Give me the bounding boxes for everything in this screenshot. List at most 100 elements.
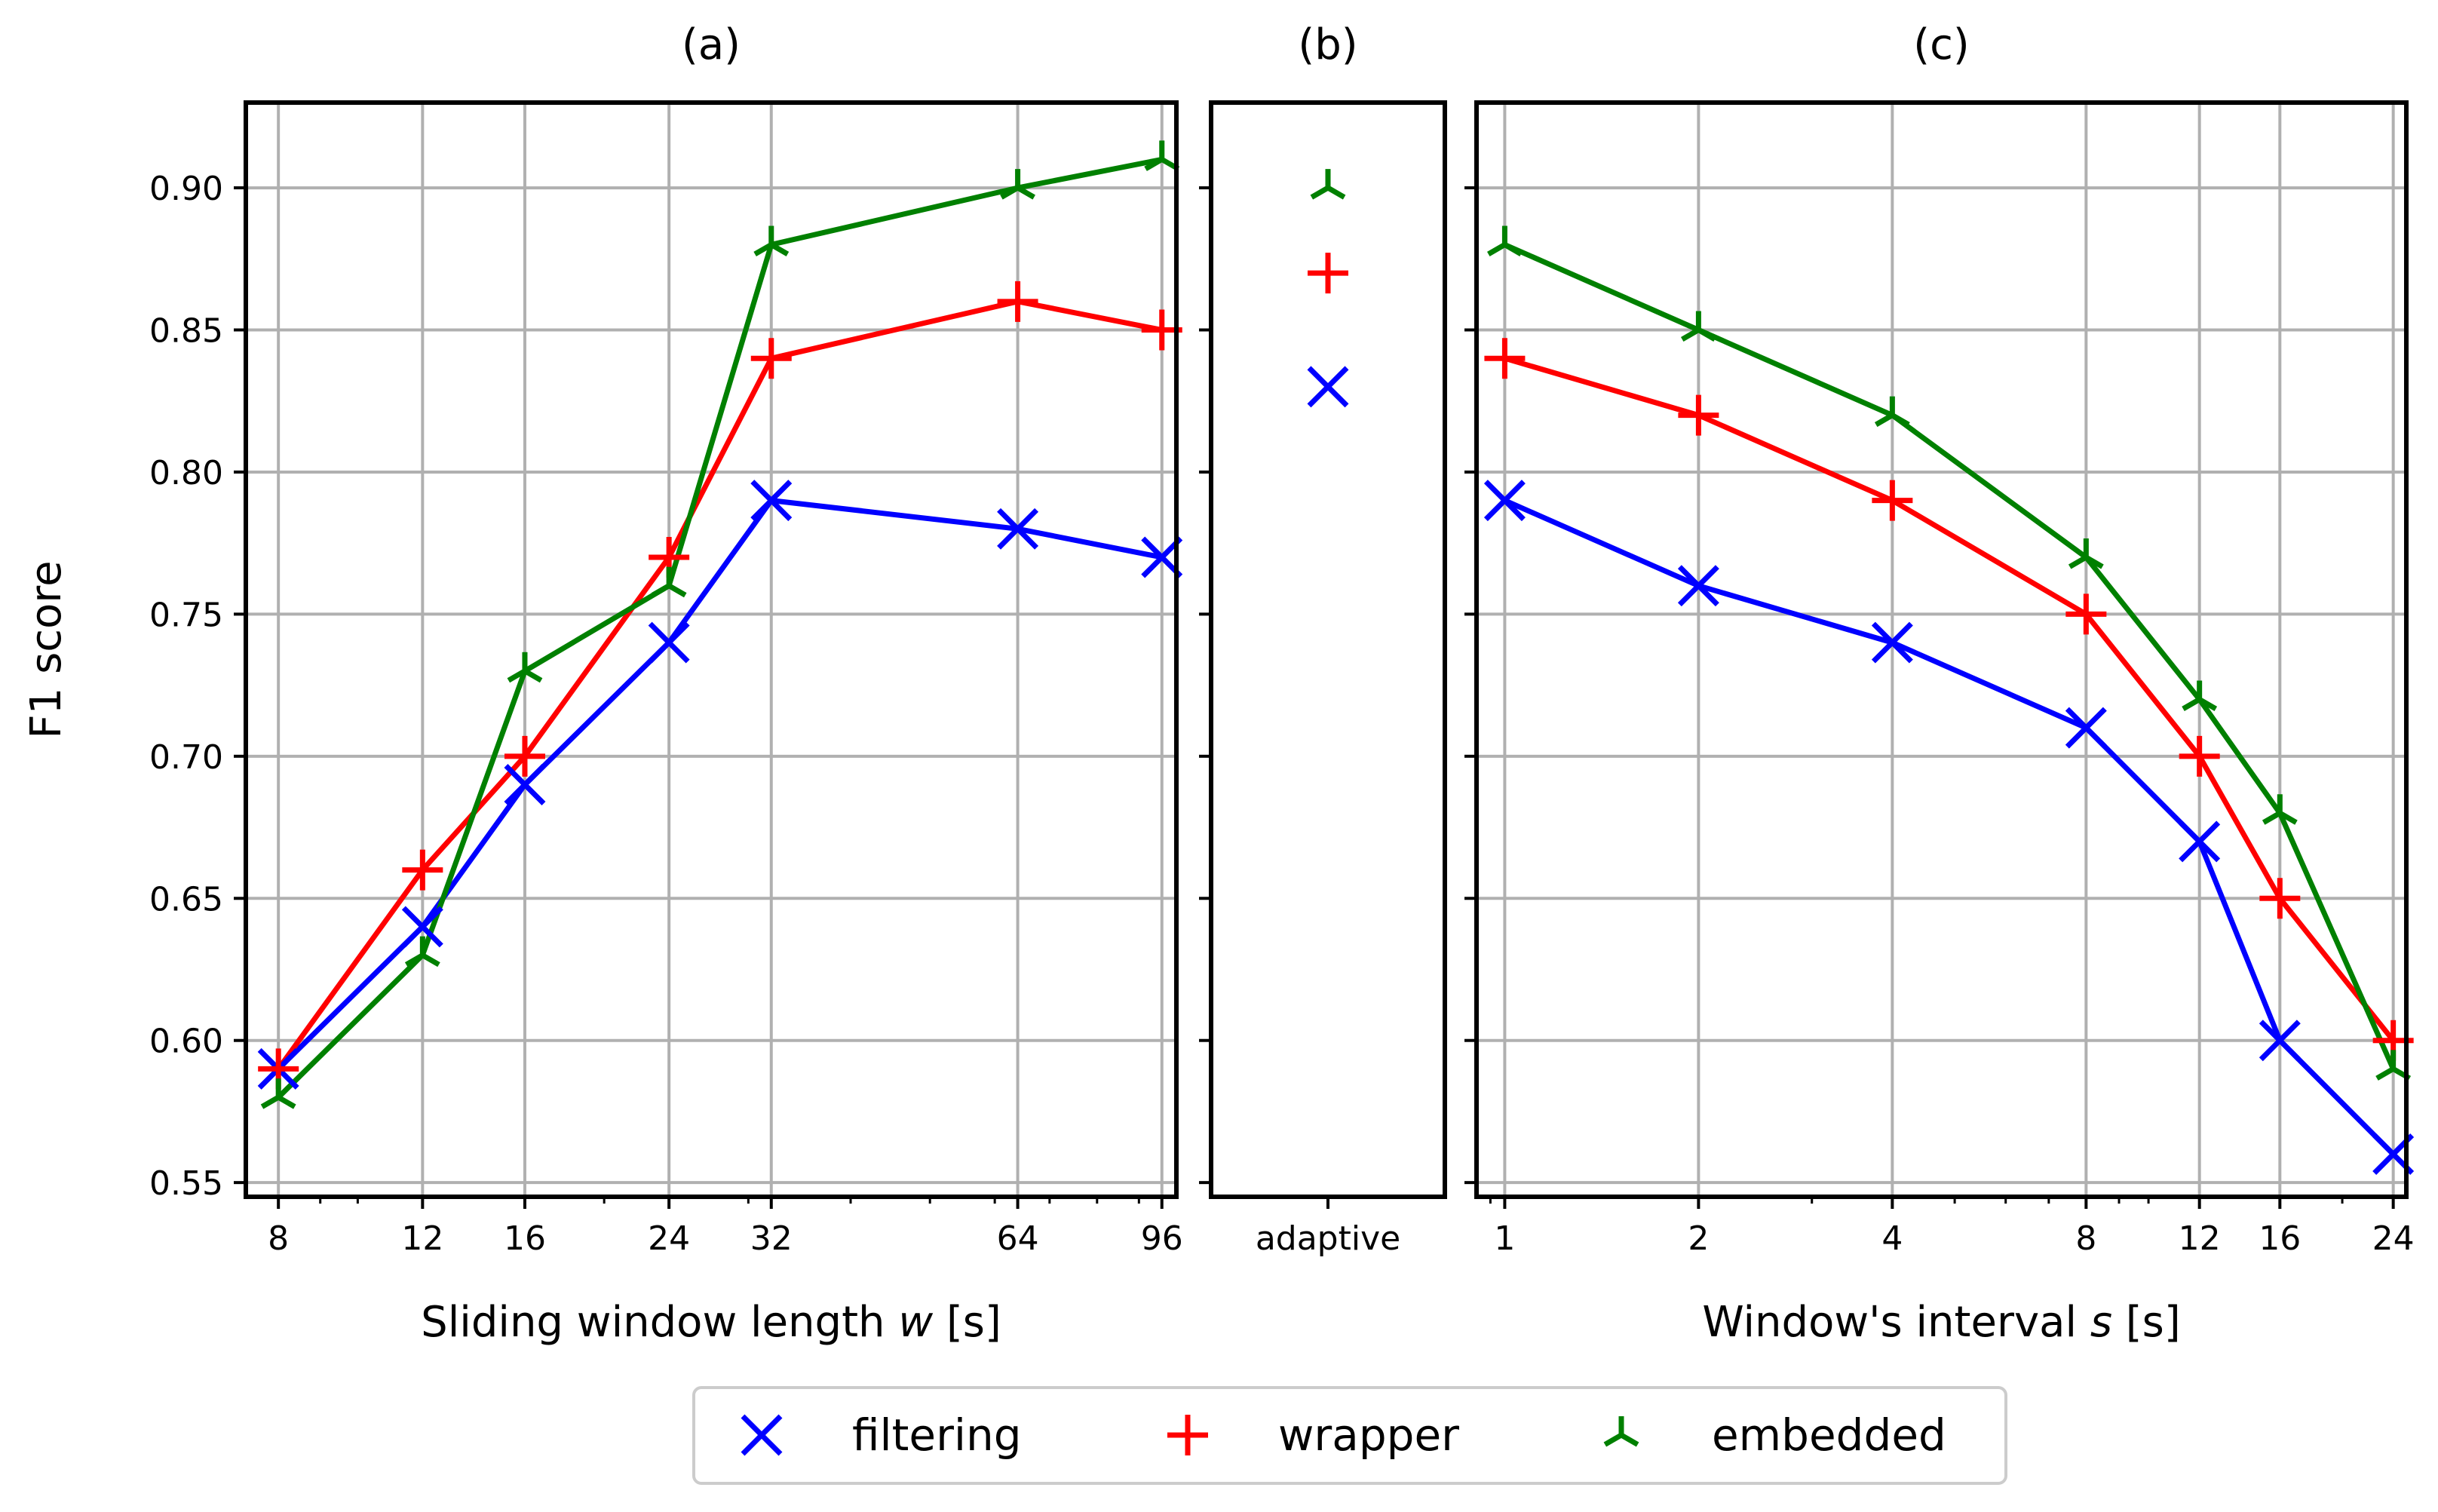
panel-0-point-x-2 (504, 764, 546, 805)
panel-2-point-tri-3 (2068, 538, 2104, 569)
panel-2-xtick-label-5: 16 (2259, 1219, 2301, 1258)
panel-2-xtick-label-6: 24 (2372, 1219, 2415, 1258)
panel-0-point-plus-4-glyph (750, 338, 792, 379)
panel-0-point-x-5 (997, 508, 1039, 550)
panel-2-point-tri-2 (1874, 396, 1910, 428)
panel-0-point-tri-5-glyph (1000, 169, 1035, 200)
panel-2-point-plus-3-glyph (2065, 593, 2107, 635)
panel-2-point-x-5-glyph (2259, 1020, 2301, 1062)
panel-0-point-tri-0 (260, 1078, 296, 1109)
ytick-label-4: 0.75 (149, 596, 223, 634)
ytick-label-7: 0.90 (149, 170, 223, 208)
panel-2-point-plus-1-glyph (1678, 394, 1719, 436)
panel-0-point-plus-5-glyph (997, 281, 1038, 322)
panel-0-point-tri-1-glyph (404, 936, 440, 968)
panel-0-xtick-label-0: 8 (268, 1219, 289, 1258)
panel-1-point-tri-0-glyph (1310, 169, 1346, 200)
panel-0-point-tri-0-glyph (260, 1078, 296, 1109)
panel-2-point-x-4-glyph (2179, 820, 2221, 863)
panel-1-point-tri-0 (1310, 169, 1346, 200)
panel-0-xlabel: Sliding window length w [s] (421, 1298, 1001, 1347)
ytick-label-5: 0.80 (149, 454, 223, 492)
panel-0-point-x-3 (648, 621, 690, 664)
panel-2-title: (c) (1913, 20, 1969, 69)
panel-0-point-x-2-glyph (504, 764, 546, 805)
panel-0-point-plus-2 (504, 735, 545, 777)
panel-0-frame (244, 100, 1179, 1199)
panel-0-point-tri-1 (404, 936, 440, 968)
panel-2-line-x (1503, 498, 2396, 1156)
grid-layer (246, 103, 2406, 1197)
panel-2-point-tri-0-glyph (1487, 225, 1523, 256)
y-axis-label: F1 score (22, 560, 71, 738)
ytick-label-3: 0.70 (149, 738, 223, 777)
legend-marker-tri-glyph (1603, 1416, 1639, 1447)
panel-2-point-plus-5-glyph (2259, 878, 2301, 919)
legend-box (692, 1386, 2007, 1485)
panel-2-point-tri-4 (2182, 680, 2218, 711)
panel-2-point-plus-2-glyph (1872, 480, 1913, 521)
panel-0-xtick-label-3: 24 (648, 1219, 690, 1258)
panel-2-xtick-label-3: 8 (2075, 1219, 2096, 1258)
panel-0-point-plus-1-glyph (402, 849, 443, 891)
panel-0-title: (a) (682, 20, 741, 69)
panel-0-point-tri-2 (507, 652, 543, 683)
panel-2-point-x-5 (2259, 1020, 2301, 1062)
panel-2-point-plus-3 (2065, 593, 2107, 635)
panel-1-point-plus-0 (1308, 253, 1348, 294)
panel-1-xtick-label-0: adaptive (1256, 1219, 1400, 1258)
panel-0-point-x-3-glyph (648, 621, 690, 664)
panel-2-xtick-label-2: 4 (1881, 1219, 1903, 1258)
panel-2-point-plus-5 (2259, 878, 2301, 919)
panel-2-point-x-2-glyph (1871, 621, 1913, 664)
markers-layer (257, 140, 2415, 1175)
panel-2-point-tri-3-glyph (2068, 538, 2104, 569)
panel-2-point-tri-1-glyph (1680, 311, 1716, 342)
ytick-label-1: 0.60 (149, 1023, 223, 1061)
panel-0-xtick-label-2: 16 (504, 1219, 546, 1258)
legend-marker-plus (1167, 1415, 1208, 1455)
panel-2-point-x-0 (1483, 480, 1526, 522)
panel-2-point-x-1-glyph (1677, 565, 1719, 607)
panel-0-xtick-label-5: 64 (997, 1219, 1039, 1258)
panel-2-point-x-4 (2179, 820, 2221, 863)
panel-2-point-plus-2 (1872, 480, 1913, 521)
panel-0-point-x-4-glyph (750, 480, 793, 522)
panel-2-point-tri-5 (2262, 794, 2298, 825)
ytick-label-6: 0.85 (149, 312, 223, 351)
panel-0-xtick-label-4: 32 (750, 1219, 793, 1258)
panel-0-xtick-label-1: 12 (401, 1219, 443, 1258)
panel-2-xtick-label-0: 1 (1494, 1219, 1515, 1258)
ytick-label-0: 0.55 (149, 1164, 223, 1203)
legend-label-embedded: embedded (1712, 1409, 1946, 1461)
panel-2-point-plus-0 (1484, 338, 1526, 379)
legend-label-wrapper: wrapper (1278, 1409, 1459, 1461)
panel-2-xtick-label-4: 12 (2179, 1219, 2221, 1258)
panel-2-point-tri-1 (1680, 311, 1716, 342)
panel-2-point-plus-4 (2179, 735, 2220, 777)
text-layer: 0.550.600.650.700.750.800.850.90(a)8 12 16… (22, 20, 2415, 1347)
panel-2-xlabel: Window's interval s [s] (1702, 1298, 2180, 1347)
panel-2-point-x-3 (2065, 707, 2107, 749)
panel-2-point-x-3-glyph (2065, 707, 2107, 749)
panel-1-point-x-0-glyph (1307, 366, 1349, 408)
panel-2-point-tri-0 (1487, 225, 1523, 256)
panel-1-point-plus-0-glyph (1308, 253, 1348, 294)
panel-1-point-x-0 (1307, 366, 1349, 408)
panel-2-point-plus-0-glyph (1484, 338, 1526, 379)
axes-layer (234, 100, 2409, 1209)
panel-0-line-x (276, 498, 1163, 1071)
ytick-label-2: 0.65 (149, 880, 223, 919)
panel-0-point-plus-2-glyph (504, 735, 545, 777)
panel-0-point-tri-3-glyph (651, 566, 687, 598)
panel-0-point-tri-5 (1000, 169, 1035, 200)
panel-0-point-tri-2-glyph (507, 652, 543, 683)
panel-2-line-tri (1503, 242, 2396, 1070)
panel-0-point-tri-4 (753, 225, 790, 256)
panel-0-point-plus-5 (997, 281, 1038, 322)
panel-2-frame (1474, 100, 2409, 1199)
panel-0-point-x-1-glyph (401, 906, 443, 948)
panel-2-point-tri-4-glyph (2182, 680, 2218, 711)
legend-marker-plus-glyph (1167, 1415, 1208, 1455)
